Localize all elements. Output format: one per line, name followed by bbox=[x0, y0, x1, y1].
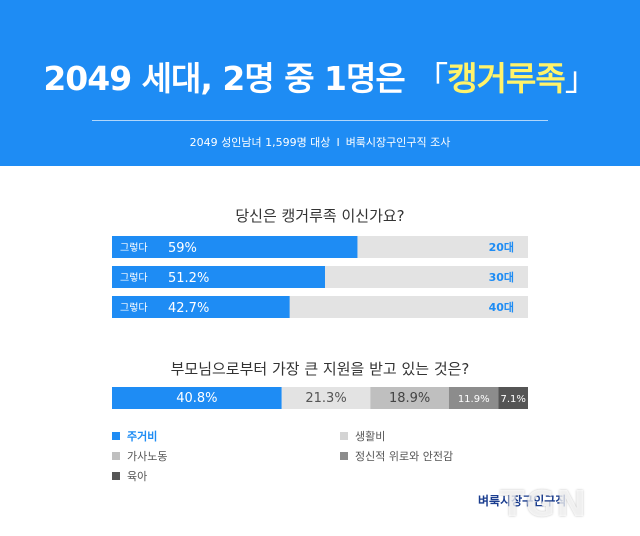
segment-value-label: 18.9% bbox=[389, 391, 430, 406]
headline-close-bracket: 」 bbox=[564, 59, 598, 98]
bar-30대 bbox=[112, 266, 325, 288]
bar-40대 bbox=[112, 296, 290, 318]
segment-생활비 bbox=[281, 387, 371, 409]
segment-정신적 위로와 안전감 bbox=[448, 387, 499, 409]
legend-swatch bbox=[112, 452, 120, 460]
headline-prefix: 2049 세대, 2명 중 1명은 bbox=[43, 59, 405, 98]
legend-item: 정신적 위로와 안전감 bbox=[340, 448, 453, 464]
kangaroo-question-title: 당신은 캥거루족 이신가요? bbox=[235, 207, 405, 225]
support-question-title: 부모님으로부터 가장 큰 지원을 받고 있는 것은? bbox=[170, 360, 470, 378]
survey-info: 2049 성인남녀 1,599명 대상 I 벼룩시장구인구직 조사 bbox=[0, 134, 640, 150]
legend-item: 주거비 bbox=[112, 428, 157, 444]
survey-source: 벼룩시장구인구직 조사 bbox=[345, 136, 451, 149]
age-category-label: 40대 bbox=[489, 300, 514, 314]
legend-label: 육아 bbox=[127, 470, 148, 483]
bar-20대 bbox=[112, 236, 358, 258]
legend-swatch bbox=[112, 472, 120, 480]
legend-label: 생활비 bbox=[355, 430, 386, 443]
segment-가사노동 bbox=[370, 387, 449, 409]
survey-separator: I bbox=[336, 136, 340, 149]
age-category-label: 20대 bbox=[489, 240, 514, 254]
support-stacked-bar-chart: 40.8% 21.3% 18.9% 11.9% 7.1% bbox=[112, 387, 528, 409]
bar-value-label: 59% bbox=[168, 241, 197, 256]
legend-swatch bbox=[340, 432, 348, 440]
headline-highlight: 캥거루족 bbox=[447, 59, 565, 98]
legend-swatch bbox=[340, 452, 348, 460]
headline: 2049 세대, 2명 중 1명은 「캥거루족」 bbox=[0, 52, 640, 100]
segment-value-label: 11.9% bbox=[458, 394, 490, 405]
legend-label: 주거비 bbox=[127, 430, 158, 443]
legend-swatch bbox=[112, 432, 120, 440]
brand-logo-text: 벼룩시장구인구직 bbox=[478, 494, 567, 508]
legend-label: 가사노동 bbox=[127, 450, 168, 463]
header-banner: 2049 세대, 2명 중 1명은 「캥거루족」 2049 성인남녀 1,599… bbox=[0, 0, 640, 166]
headline-open-bracket: 「 bbox=[415, 59, 448, 98]
brand-logo: 벼룩시장구인구직 bbox=[478, 488, 628, 516]
age-category-label: 30대 bbox=[489, 270, 514, 284]
segment-value-label: 40.8% bbox=[176, 391, 217, 406]
segment-육아 bbox=[498, 387, 528, 409]
legend-item: 가사노동 bbox=[112, 448, 167, 464]
legend-item: 생활비 bbox=[340, 428, 385, 444]
bar-label: 그렇다 bbox=[120, 301, 148, 314]
survey-sample: 2049 성인남녀 1,599명 대상 bbox=[189, 136, 331, 149]
bar-value-label: 51.2% bbox=[168, 271, 209, 286]
bar-label: 그렇다 bbox=[120, 241, 148, 254]
segment-주거비 bbox=[112, 387, 282, 409]
segment-value-label: 7.1% bbox=[501, 394, 526, 405]
bar-value-label: 42.7% bbox=[168, 301, 209, 316]
segment-value-label: 21.3% bbox=[305, 391, 346, 406]
header-divider bbox=[92, 120, 548, 121]
watermark: TGN bbox=[500, 484, 588, 525]
bar-label: 그렇다 bbox=[120, 271, 148, 284]
legend-label: 정신적 위로와 안전감 bbox=[355, 450, 454, 463]
legend-item: 육아 bbox=[112, 468, 147, 484]
